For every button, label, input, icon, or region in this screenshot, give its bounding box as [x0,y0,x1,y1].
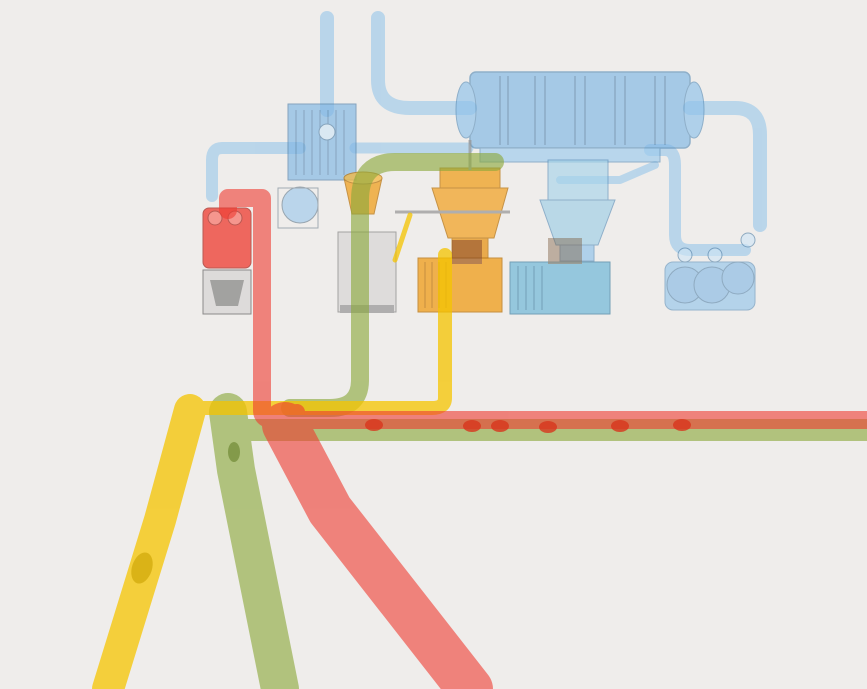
orange-mill-machine [417,240,503,313]
blue-exhaust-fans [664,232,756,311]
blue-fan-box [277,103,357,229]
red-line-descent [262,402,493,689]
baghouse-filter [455,71,705,163]
blue-vertical-duct-right [371,11,477,115]
material-particles [365,419,691,433]
particle [491,420,509,432]
teal-cyclone-separator [539,159,616,262]
particle [673,419,691,431]
blue-duct-network [206,11,767,256]
blue-duct-to-fan [206,142,306,202]
yellow-line-link [392,212,413,263]
red-inlet-hopper [202,207,252,315]
particle [611,420,629,432]
yellow-line [92,212,452,689]
red-line [219,189,867,689]
particle [539,421,557,433]
particle [463,420,481,432]
yellow-particle [131,552,153,584]
yellow-line-descent [92,394,206,689]
particle [365,419,383,431]
green-line-descent [209,393,299,689]
orange-cyclone-separator [395,140,510,259]
teal-mill-machine [509,238,611,315]
green-particle [228,442,240,462]
blue-duct-filter-return [683,101,767,232]
blue-duct-to-exhaust [644,144,751,256]
yellow-line-from-mill [185,248,452,415]
